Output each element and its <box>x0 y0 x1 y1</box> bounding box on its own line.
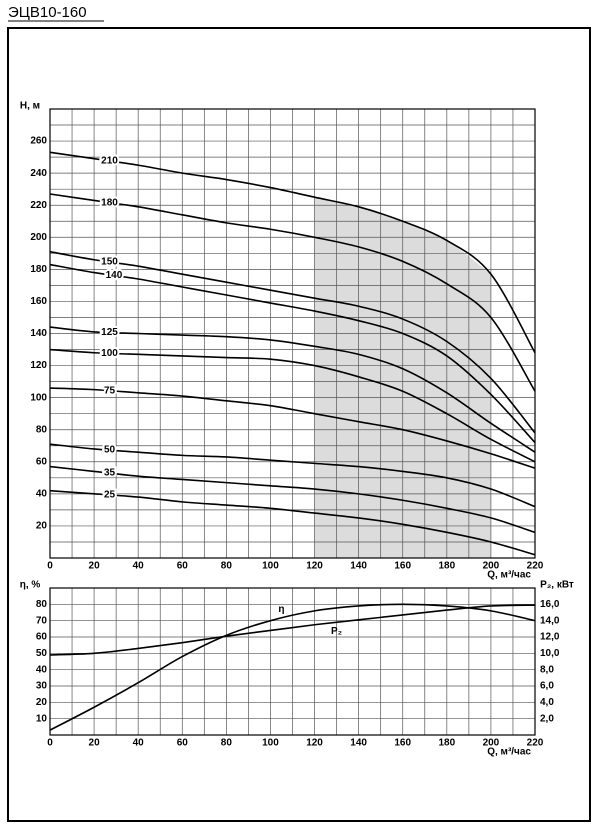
x-tick-label: 120 <box>306 561 323 572</box>
y-tick-label: 20 <box>36 521 48 532</box>
y-tick-label: 50 <box>36 648 48 659</box>
y-tick-label: 220 <box>30 200 47 211</box>
y-tick-label: 260 <box>30 136 47 147</box>
curve <box>49 193 536 392</box>
x-tick-label: 100 <box>262 738 279 749</box>
x-tick-label: 60 <box>177 561 189 572</box>
curve <box>49 465 536 534</box>
y-axis-label: H, м <box>20 101 40 112</box>
curve <box>49 387 536 469</box>
x-tick-label: 40 <box>133 738 145 749</box>
x-tick-label: 120 <box>306 738 323 749</box>
y-tick-label: 180 <box>30 264 47 275</box>
efficiency-chart: 0 20 40 60 80 100 120 140 160 180 200 220 10 20 30 40 50… <box>20 580 574 758</box>
curve-label: 35 <box>104 468 116 479</box>
y-tick-label: 80 <box>36 599 48 610</box>
chart-title: ЭЦВ10-160 <box>8 4 87 21</box>
curve <box>49 326 536 453</box>
x-tick-label: 20 <box>89 561 101 572</box>
y-tick-label: 20 <box>36 697 48 708</box>
y-tick-label: 60 <box>36 456 48 467</box>
y-tick-label: 40 <box>36 488 48 499</box>
x-tick-label: 180 <box>438 561 455 572</box>
curve-label: P₂ <box>331 626 342 637</box>
curve <box>49 263 536 444</box>
frame <box>7 27 591 822</box>
x-tick-label: 160 <box>394 561 411 572</box>
x-tick-label: 0 <box>47 738 53 749</box>
plot-border <box>49 587 536 736</box>
x-tick-label: 100 <box>262 561 279 572</box>
y-tick-label: 100 <box>30 392 47 403</box>
curve-label: 180 <box>101 197 118 208</box>
x-tick-label: 80 <box>221 561 233 572</box>
curve-label: 50 <box>104 445 116 456</box>
curve <box>49 489 536 556</box>
x-tick-label: 200 <box>483 561 500 572</box>
x-tick-label: 140 <box>350 738 367 749</box>
y2-tick-label: 6,0 <box>540 681 554 692</box>
x-tick-label: 80 <box>221 738 233 749</box>
y-tick-label: 200 <box>30 232 47 243</box>
plot-border <box>49 108 536 559</box>
y-tick-label: 70 <box>36 615 48 626</box>
y-tick-label: 160 <box>30 296 47 307</box>
y2-tick-label: 10,0 <box>540 648 560 659</box>
x-tick-label: 220 <box>527 738 544 749</box>
head-chart: 0 20 40 60 80 100 120 140 160 180 200 220 20 40 60 80 10… <box>20 101 544 581</box>
x-tick-label: 200 <box>483 738 500 749</box>
curve-label: 75 <box>104 385 116 396</box>
curve-label: 125 <box>101 327 118 338</box>
x-axis-label: Q, м³/час <box>487 570 531 581</box>
y2-tick-label: 4,0 <box>540 697 554 708</box>
y-tick-label: 120 <box>30 360 47 371</box>
x-tick-label: 40 <box>133 561 145 572</box>
y-axis-label: η, % <box>20 580 41 591</box>
y-tick-label: 40 <box>36 664 48 675</box>
y2-tick-label: 8,0 <box>540 664 554 675</box>
curve-label: 210 <box>101 156 118 167</box>
y2-axis-label: P₂, кВт <box>540 580 574 591</box>
y-tick-label: 240 <box>30 168 47 179</box>
x-tick-label: 160 <box>394 738 411 749</box>
x-tick-label: 60 <box>177 738 189 749</box>
curve <box>49 250 536 434</box>
y-tick-label: 80 <box>36 424 48 435</box>
x-tick-label: 140 <box>350 561 367 572</box>
curve-label: 140 <box>106 270 123 281</box>
curve-label: 150 <box>101 257 118 268</box>
x-axis-label: Q, м³/час <box>487 747 531 758</box>
x-tick-label: 20 <box>89 738 101 749</box>
curve-label: 100 <box>101 348 118 359</box>
curve <box>49 604 536 656</box>
y2-tick-label: 12,0 <box>540 632 560 643</box>
y-tick-label: 10 <box>36 713 48 724</box>
curve <box>49 348 536 463</box>
curve <box>49 443 536 508</box>
curve-label: 25 <box>104 490 116 501</box>
y2-tick-label: 14,0 <box>540 615 560 626</box>
y-tick-label: 30 <box>36 681 48 692</box>
curve-label: η <box>278 604 284 615</box>
y2-tick-label: 16,0 <box>540 599 560 610</box>
x-tick-label: 0 <box>47 561 53 572</box>
y-tick-label: 140 <box>30 328 47 339</box>
curve <box>49 151 536 354</box>
y-tick-label: 60 <box>36 632 48 643</box>
x-tick-label: 180 <box>438 738 455 749</box>
curve <box>49 603 536 731</box>
x-tick-label: 220 <box>527 561 544 572</box>
y2-tick-label: 2,0 <box>540 713 554 724</box>
